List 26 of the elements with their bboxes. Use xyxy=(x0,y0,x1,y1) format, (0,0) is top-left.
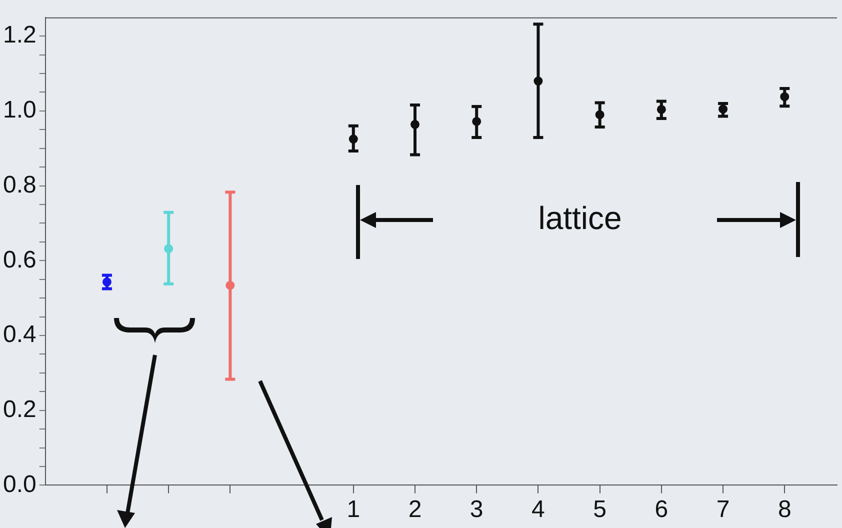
x-tick-label: 5 xyxy=(593,496,606,524)
annotation: lattice xyxy=(537,200,623,236)
point xyxy=(656,104,666,114)
x-tick-label: 3 xyxy=(470,496,484,524)
point xyxy=(226,280,235,290)
y-tick-label: 1.0 xyxy=(2,96,36,124)
y-tick-label: 0.0 xyxy=(2,470,36,498)
y-tick-label: 0.4 xyxy=(2,321,36,348)
y-tick-label: 0.6 xyxy=(2,246,36,274)
x-tick-label: 4 xyxy=(532,496,545,524)
point xyxy=(410,120,420,129)
point xyxy=(718,104,728,114)
x-tick-label: 8 xyxy=(778,496,792,524)
point xyxy=(472,116,482,126)
point xyxy=(164,244,174,254)
point xyxy=(534,76,543,86)
x-tick-label: 2 xyxy=(408,496,422,524)
point xyxy=(595,110,604,120)
x-tick-label: 1 xyxy=(346,496,360,524)
y-tick-label: 0.8 xyxy=(2,171,36,198)
x-tick-label: 7 xyxy=(716,496,730,524)
point xyxy=(780,92,790,102)
y-tick-label: 1.2 xyxy=(2,22,36,49)
x-tick-label: 6 xyxy=(654,496,668,524)
y-tick-label: 0.2 xyxy=(2,396,36,423)
point xyxy=(348,134,358,144)
